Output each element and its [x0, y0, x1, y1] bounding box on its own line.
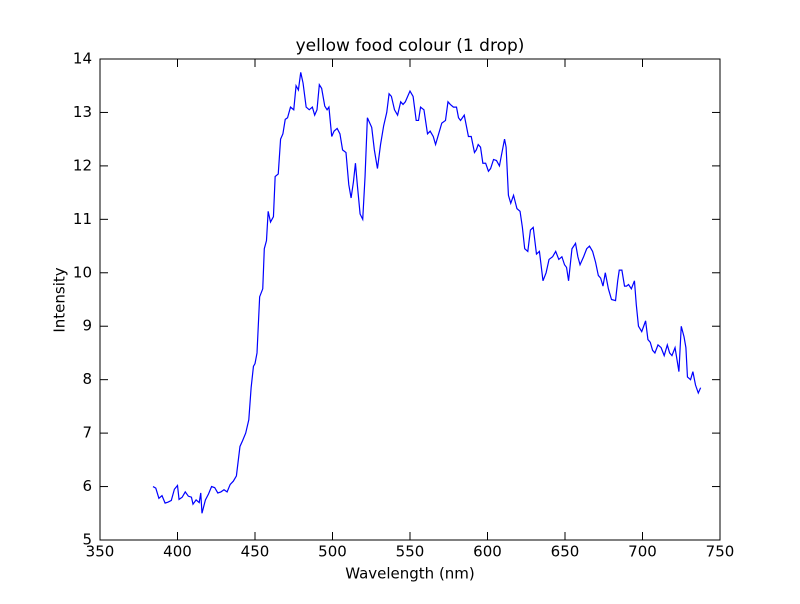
x-tick-label: 450: [241, 543, 270, 561]
y-tick-label: 10: [73, 263, 92, 281]
y-tick-label: 14: [73, 50, 92, 68]
y-axis-label: Intensity: [51, 267, 69, 332]
y-tick-label: 13: [73, 103, 92, 121]
x-tick-label: 350: [86, 543, 115, 561]
x-tick-label: 500: [318, 543, 347, 561]
x-tick-label: 700: [628, 543, 657, 561]
x-tick-label: 750: [706, 543, 735, 561]
y-tick-label: 6: [82, 477, 92, 495]
x-tick-label: 550: [396, 543, 425, 561]
chart-title: yellow food colour (1 drop): [296, 36, 525, 56]
x-tick-label: 400: [163, 543, 192, 561]
y-tick-label: 9: [82, 317, 92, 335]
y-tick-label: 5: [82, 531, 92, 549]
y-tick-label: 12: [73, 156, 92, 174]
data-line: [152, 72, 702, 514]
x-tick-label: 600: [473, 543, 502, 561]
x-tick-label: 650: [551, 543, 580, 561]
y-tick-label: 8: [82, 370, 92, 388]
x-axis-label: Wavelength (nm): [345, 565, 475, 583]
y-tick-label: 11: [73, 210, 92, 228]
y-tick-label: 7: [82, 424, 92, 442]
